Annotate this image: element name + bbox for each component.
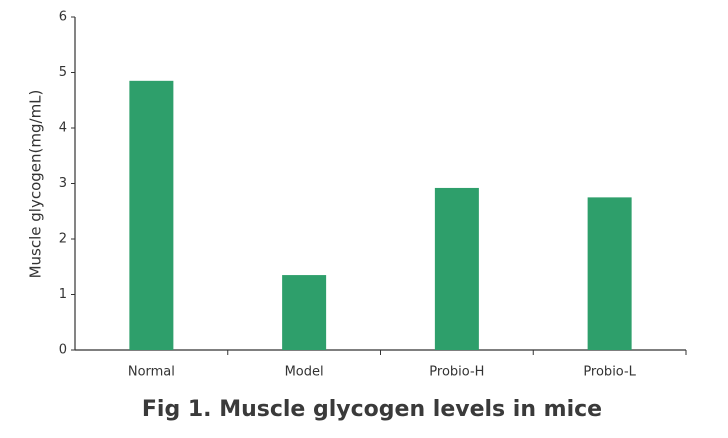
x-tick-label: Normal	[128, 365, 175, 380]
y-tick-label: 5	[59, 65, 67, 80]
x-tick-label: Probio-L	[583, 365, 636, 380]
y-tick-label: 3	[59, 176, 67, 191]
y-tick-label: 4	[59, 121, 67, 136]
y-tick-label: 1	[59, 287, 67, 302]
bar	[434, 187, 479, 350]
x-tick-label: Probio-H	[429, 365, 484, 380]
bar	[282, 275, 327, 350]
y-tick-label: 0	[59, 343, 67, 358]
chart-title: Fig 1. Muscle glycogen levels in mice	[142, 397, 602, 422]
y-tick-label: 6	[59, 10, 67, 25]
bar	[587, 197, 632, 350]
x-tick-label: Model	[285, 365, 324, 380]
y-axis-label: Muscle glycogen(mg/mL)	[27, 90, 45, 279]
y-tick-label: 2	[59, 232, 67, 247]
bar	[129, 80, 174, 350]
